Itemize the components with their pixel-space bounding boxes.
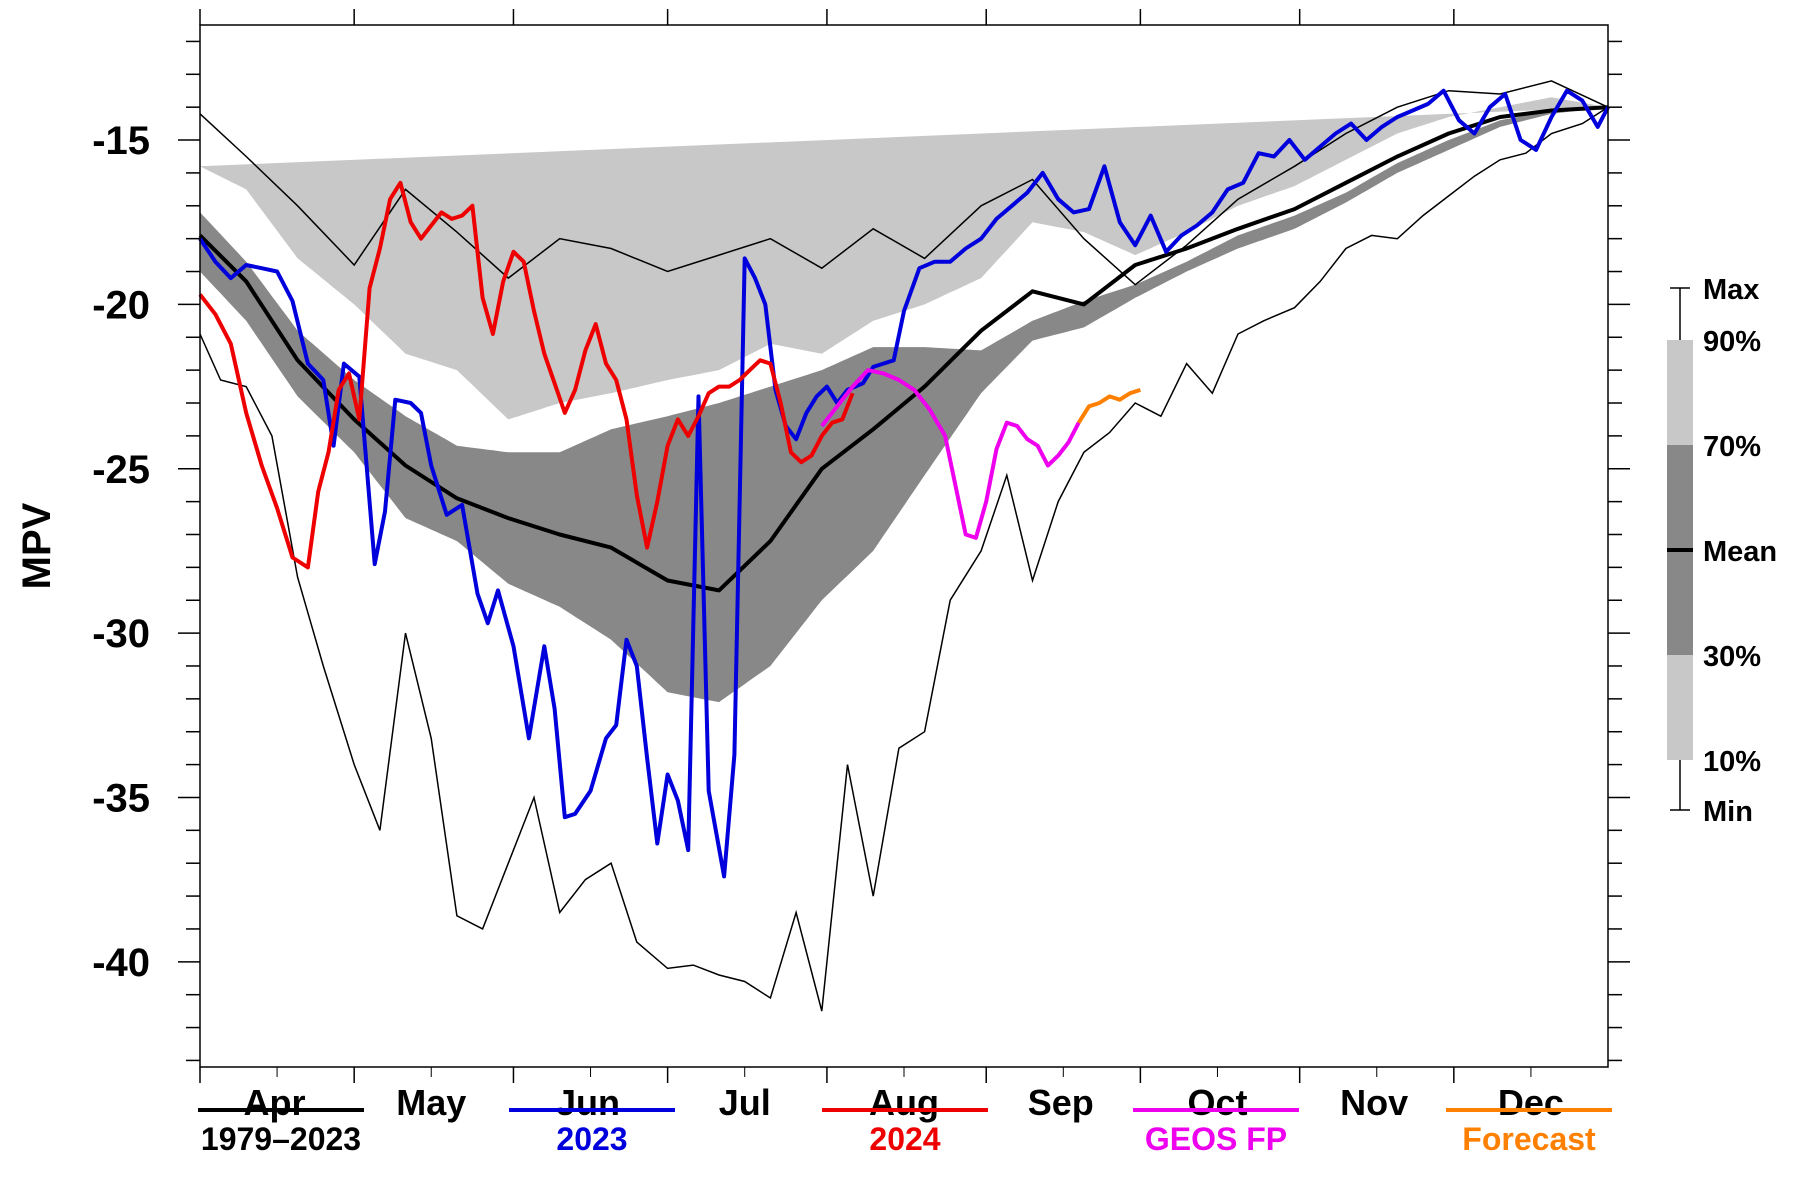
key-label: 70% — [1703, 431, 1761, 463]
series-line-forecast — [1077, 387, 1142, 424]
climatology-bands — [200, 97, 1608, 703]
key-label: Max — [1703, 274, 1759, 306]
series-line-2023 — [198, 88, 1610, 879]
data-lines — [198, 80, 1610, 1012]
series-line-2024 — [198, 180, 855, 570]
x-tick-label: Oct — [1187, 1082, 1247, 1123]
x-tick-label: Apr — [244, 1082, 306, 1123]
bottom-legend: 1979–2023 2023 2024 GEOS FP Forecast — [198, 1108, 1612, 1157]
y-tick-label: -35 — [92, 776, 150, 820]
legend-label: 1979–2023 — [201, 1121, 361, 1157]
x-tick-label: Nov — [1340, 1082, 1408, 1123]
x-tick-label: Jun — [556, 1082, 620, 1123]
axis-labels: MPV — [15, 502, 59, 589]
band-10-90 — [200, 97, 1608, 420]
key-label: Mean — [1703, 536, 1777, 568]
percentile-key: Max 90% 70% Mean 30% 10% Min — [1667, 274, 1777, 828]
y-tick-label: -15 — [92, 119, 150, 163]
key-swatch-light-bottom — [1667, 655, 1693, 760]
y-tick-label: -20 — [92, 283, 150, 327]
x-tick-label: May — [396, 1082, 466, 1123]
series-line-geos-fp — [820, 368, 1081, 540]
legend-label: 2023 — [556, 1121, 627, 1157]
x-tick-label: Sep — [1028, 1082, 1094, 1123]
key-label: 90% — [1703, 326, 1761, 358]
mean-line — [198, 105, 1609, 593]
y-tick-label: -40 — [92, 941, 150, 985]
y-tick-label: -30 — [92, 612, 150, 656]
min-line — [199, 106, 1609, 1012]
legend-label: GEOS FP — [1145, 1121, 1287, 1157]
key-label: 10% — [1703, 746, 1761, 778]
x-tick-label: Dec — [1498, 1082, 1564, 1123]
y-axis-title: MPV — [15, 502, 59, 589]
key-label: Min — [1703, 796, 1753, 828]
axis-ticks: -15 -20 -25 -30 -35 -40 Apr May Jun Jul Aug Sep Oct N… — [92, 9, 1630, 1123]
x-tick-label: Aug — [869, 1082, 939, 1123]
max-line — [199, 80, 1609, 286]
legend-label: Forecast — [1462, 1121, 1596, 1157]
legend-label: 2024 — [869, 1121, 940, 1157]
y-tick-label: -25 — [92, 448, 150, 492]
key-label: 30% — [1703, 641, 1761, 673]
key-swatch-light-top — [1667, 340, 1693, 445]
x-tick-label: Jul — [719, 1082, 771, 1123]
